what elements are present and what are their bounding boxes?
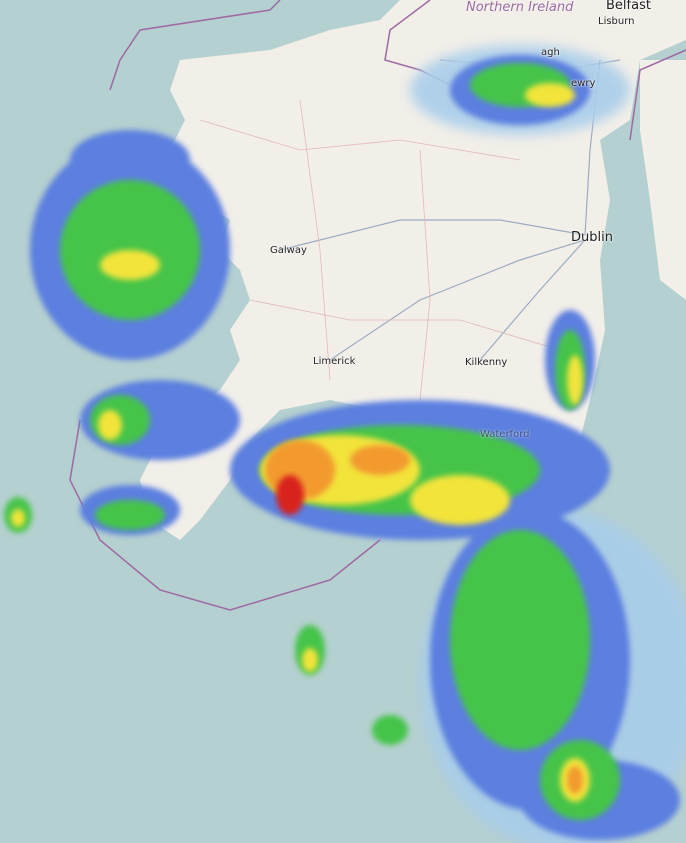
place-label-limerick[interactable]: Limerick — [313, 356, 356, 367]
ireland-land — [140, 0, 686, 540]
place-label-armagh[interactable]: agh — [541, 47, 560, 58]
place-label-galway[interactable]: Galway — [270, 245, 307, 256]
minor-roads — [199, 99, 561, 401]
borders — [69, 0, 686, 611]
britain-land — [640, 60, 686, 300]
place-label-dublin[interactable]: Dublin — [571, 230, 613, 245]
place-label-belfast[interactable]: Belfast — [606, 0, 651, 13]
radar-red — [276, 475, 304, 515]
place-label-newry[interactable]: ewry — [571, 78, 596, 89]
region-label-northern-ireland: Northern Ireland — [466, 0, 574, 15]
place-label-kilkenny[interactable]: Kilkenny — [465, 357, 508, 368]
place-label-waterford[interactable]: Waterford — [480, 429, 530, 440]
place-label-lisburn[interactable]: Lisburn — [598, 16, 635, 27]
